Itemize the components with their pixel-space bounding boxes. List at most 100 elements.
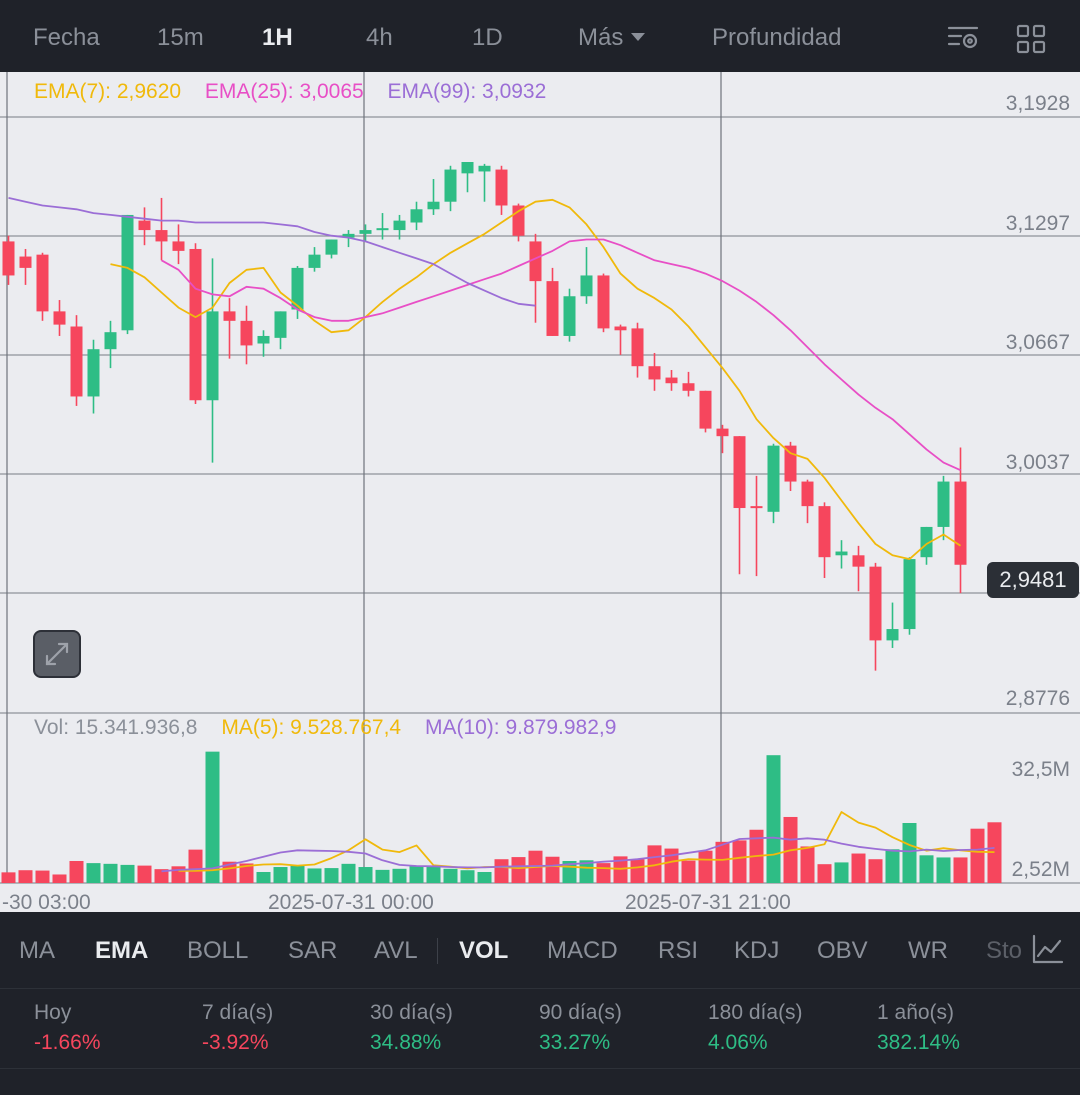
ema-legend: EMA(7): 2,9620 EMA(25): 3,0065 EMA(99): …: [34, 79, 546, 105]
tab-4h[interactable]: 4h: [366, 24, 393, 51]
time-axis-label: -30 03:00: [2, 891, 91, 912]
volume-bar: [630, 859, 645, 883]
candle-body: [682, 383, 695, 391]
indicator-vol[interactable]: VOL: [459, 937, 509, 964]
volume-bar: [460, 870, 475, 883]
chart-grid: [0, 72, 1080, 884]
volume-bar: [698, 850, 713, 883]
volume-bar: [273, 867, 288, 883]
ema25-line: [161, 238, 961, 472]
volume-bar: [443, 868, 458, 883]
candle-body: [410, 209, 423, 223]
indicator-sar[interactable]: SAR: [288, 937, 338, 964]
price-label: 3,0037: [1005, 451, 1070, 474]
tab-1h[interactable]: 1H: [262, 24, 293, 51]
candle-body: [240, 320, 253, 346]
tab-profundidad[interactable]: Profundidad: [712, 24, 842, 51]
tab-mas-dropdown[interactable]: Más: [578, 22, 646, 54]
ema-lines: [8, 197, 961, 561]
volume-bar: [188, 849, 203, 883]
candle-body: [631, 328, 644, 367]
candle-body: [818, 506, 831, 558]
candle-body: [189, 248, 202, 401]
performance-label: 30 día(s): [370, 1001, 453, 1024]
candle-body: [580, 275, 593, 297]
performance-value: 4.06%: [708, 1031, 768, 1054]
candle-body: [461, 162, 474, 174]
volume-bar: [953, 857, 968, 883]
indicator-bar: MA EMA BOLL SAR AVL VOL MACD RSI KDJ OBV…: [0, 912, 1080, 989]
grid-layout-icon[interactable]: [1016, 24, 1046, 54]
volume-axis-label: 2,52M: [1011, 858, 1070, 881]
price-label: 3,1297: [1005, 212, 1070, 235]
volume-bar: [35, 870, 50, 883]
candle-body: [665, 377, 678, 384]
indicator-macd[interactable]: MACD: [547, 937, 618, 964]
price-chart[interactable]: EMA(7): 2,9620 EMA(25): 3,0065 EMA(99): …: [0, 72, 1080, 912]
volume-bar: [596, 863, 611, 883]
volume-bar: [919, 855, 934, 883]
candle-body: [495, 169, 508, 206]
indicator-avl[interactable]: AVL: [374, 937, 418, 964]
volume-ma-lines: [161, 811, 995, 873]
indicator-divider: [437, 938, 438, 964]
volume-bar: [86, 863, 101, 883]
candle-body: [138, 220, 151, 231]
performance-value: -3.92%: [202, 1031, 269, 1054]
volume-bar: [426, 865, 441, 883]
volume-bar: [1, 872, 16, 883]
indicator-settings-icon: [1032, 934, 1064, 964]
volume-bar: [375, 869, 390, 883]
volume-ma5-legend: MA(5): 9.528.767,4: [221, 716, 402, 739]
volume-bar: [902, 823, 917, 883]
volume-ma10-legend: MA(10): 9.879.982,9: [424, 716, 617, 739]
volume-bar: [120, 864, 135, 883]
volume-bar: [52, 874, 67, 883]
indicator-ma[interactable]: MA: [19, 937, 55, 964]
volume-bar: [766, 755, 781, 883]
candle-body: [444, 169, 457, 202]
tab-1d[interactable]: 1D: [472, 24, 503, 51]
time-axis-label: 2025-07-31 21:00: [625, 891, 791, 912]
volume-bar: [307, 868, 322, 883]
performance-value: 34.88%: [370, 1031, 442, 1054]
indicator-sto[interactable]: Sto: [986, 937, 1023, 964]
indicator-boll[interactable]: BOLL: [187, 937, 249, 964]
performance-value: 382.14%: [877, 1031, 960, 1054]
caret-down-icon: [631, 32, 646, 41]
candle-body: [325, 239, 338, 255]
candle-body: [19, 256, 32, 268]
candle-body: [206, 311, 219, 401]
performance-label: 180 día(s): [708, 1001, 803, 1024]
candle-body: [954, 481, 967, 565]
volume-bar: [256, 871, 271, 883]
volume-bar: [715, 841, 730, 883]
tab-mas-label: Más: [578, 24, 624, 51]
volume-bar: [477, 871, 492, 883]
candles: [2, 162, 967, 671]
performance-label: 1 año(s): [877, 1001, 955, 1024]
indicator-kdj[interactable]: KDJ: [734, 937, 780, 964]
candle-body: [869, 566, 882, 641]
ema7-line: [110, 198, 961, 561]
indicator-rsi[interactable]: RSI: [658, 937, 699, 964]
indicator-obv[interactable]: OBV: [817, 937, 868, 964]
candle-body: [53, 311, 66, 325]
candle-body: [36, 254, 49, 312]
volume-bar: [18, 870, 33, 883]
volume-bar: [834, 862, 849, 883]
indicator-ema[interactable]: EMA: [95, 937, 149, 964]
candle-body: [121, 214, 134, 331]
volume-bar: [205, 751, 220, 883]
indicator-settings-button[interactable]: [1028, 930, 1068, 970]
expand-chart-button[interactable]: [33, 630, 81, 678]
timeframe-bar: Fecha 15m 1H 4h 1D Más Profundidad: [0, 0, 1080, 72]
price-label: 3,1928: [1005, 92, 1070, 115]
tab-15m[interactable]: 15m: [157, 24, 204, 51]
candle-body: [903, 559, 916, 630]
volume-bar: [579, 860, 594, 883]
indicator-wr[interactable]: WR: [908, 937, 948, 964]
chart-settings-icon[interactable]: [947, 24, 981, 52]
tab-fecha[interactable]: Fecha: [33, 24, 100, 51]
candle-body: [750, 506, 763, 509]
